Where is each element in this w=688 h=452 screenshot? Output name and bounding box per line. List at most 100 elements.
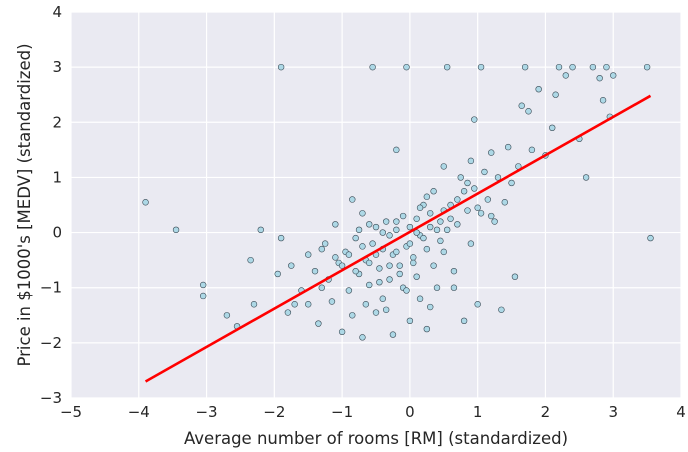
y-tick-label: 3	[52, 58, 62, 76]
data-point	[366, 259, 373, 267]
x-tick-label: −4	[128, 403, 150, 421]
data-point	[447, 215, 454, 222]
data-point	[423, 245, 431, 253]
data-point	[504, 143, 512, 151]
data-point	[389, 331, 397, 338]
data-point	[494, 174, 502, 181]
data-point	[386, 276, 393, 283]
data-point	[382, 306, 390, 313]
x-tick-labels: −5 −4 −3 −2 −1 0 1 2 3 4	[60, 403, 686, 421]
data-point	[247, 256, 254, 264]
data-point	[305, 301, 312, 308]
y-tick-labels: −3 −2 −1 0 1 2 3 4	[40, 3, 62, 407]
data-point	[305, 251, 312, 258]
data-point	[366, 281, 373, 289]
data-point	[406, 223, 414, 231]
x-tick-label: 0	[405, 403, 415, 421]
data-point	[349, 312, 356, 319]
data-point	[406, 317, 414, 324]
data-point	[393, 248, 400, 256]
y-tick-label: 0	[52, 224, 62, 242]
data-point	[338, 328, 346, 336]
data-point	[199, 281, 207, 289]
data-points	[142, 63, 654, 341]
y-tick-label: −1	[40, 279, 62, 297]
y-tick-label: 1	[52, 168, 62, 186]
data-point	[413, 273, 420, 280]
data-point	[379, 229, 386, 236]
data-point	[454, 221, 461, 228]
data-point	[552, 91, 559, 98]
data-point	[376, 265, 383, 272]
data-point	[345, 287, 353, 294]
data-point	[582, 174, 590, 181]
data-point	[525, 108, 532, 115]
data-point	[355, 226, 363, 234]
data-point	[369, 63, 376, 71]
data-point	[508, 179, 515, 187]
data-point	[596, 74, 603, 82]
data-point	[318, 284, 325, 291]
data-point	[250, 301, 258, 308]
fit-line	[144, 94, 652, 383]
data-point	[359, 210, 366, 217]
data-point	[315, 320, 322, 327]
data-point	[199, 292, 207, 300]
x-tick-label: 3	[608, 403, 618, 421]
data-point	[440, 248, 447, 256]
data-point	[318, 245, 325, 253]
data-point	[450, 284, 458, 291]
data-point	[501, 199, 508, 206]
data-point	[403, 287, 410, 294]
data-point	[413, 229, 420, 236]
data-point	[321, 240, 329, 247]
plot-background	[71, 12, 681, 398]
x-tick-label: 1	[473, 403, 483, 421]
data-point	[399, 212, 407, 220]
data-point	[481, 168, 488, 176]
data-point	[396, 270, 403, 278]
data-point	[352, 267, 359, 275]
data-point	[477, 210, 485, 217]
data-point	[366, 221, 373, 228]
data-point	[393, 226, 400, 234]
data-point	[528, 146, 536, 154]
y-tick-label: 2	[52, 113, 62, 131]
data-point	[491, 218, 498, 225]
data-point	[423, 325, 431, 333]
data-point	[257, 226, 264, 234]
y-tick-label: −2	[40, 334, 62, 352]
data-point	[379, 295, 386, 302]
data-point	[437, 237, 444, 245]
data-point	[396, 262, 403, 269]
x-tick-label: −3	[195, 403, 217, 421]
data-point	[430, 188, 437, 195]
x-tick-label: −1	[331, 403, 353, 421]
data-point	[518, 102, 525, 109]
data-point	[430, 262, 437, 269]
data-point	[437, 218, 444, 225]
data-point	[393, 218, 400, 225]
data-point	[359, 243, 366, 250]
data-point	[488, 149, 495, 156]
data-point	[274, 270, 281, 278]
data-point	[416, 204, 424, 211]
y-axis-title: Price in $1000's [MEDV] (standardized)	[15, 43, 34, 366]
data-point	[460, 188, 468, 195]
data-point	[589, 63, 597, 71]
data-point	[521, 63, 529, 71]
x-axis-title: Average number of rooms [RM] (standardiz…	[184, 429, 568, 448]
data-point	[471, 116, 478, 123]
data-point	[410, 254, 417, 261]
data-point	[277, 234, 285, 242]
data-point	[382, 218, 390, 225]
data-point	[362, 301, 370, 308]
data-point	[454, 196, 461, 203]
data-point	[484, 196, 492, 203]
data-point	[410, 259, 417, 267]
y-tick-label: 4	[52, 3, 62, 21]
data-point	[386, 232, 393, 239]
data-point	[406, 240, 414, 247]
data-point	[471, 185, 478, 192]
data-point	[440, 163, 447, 170]
